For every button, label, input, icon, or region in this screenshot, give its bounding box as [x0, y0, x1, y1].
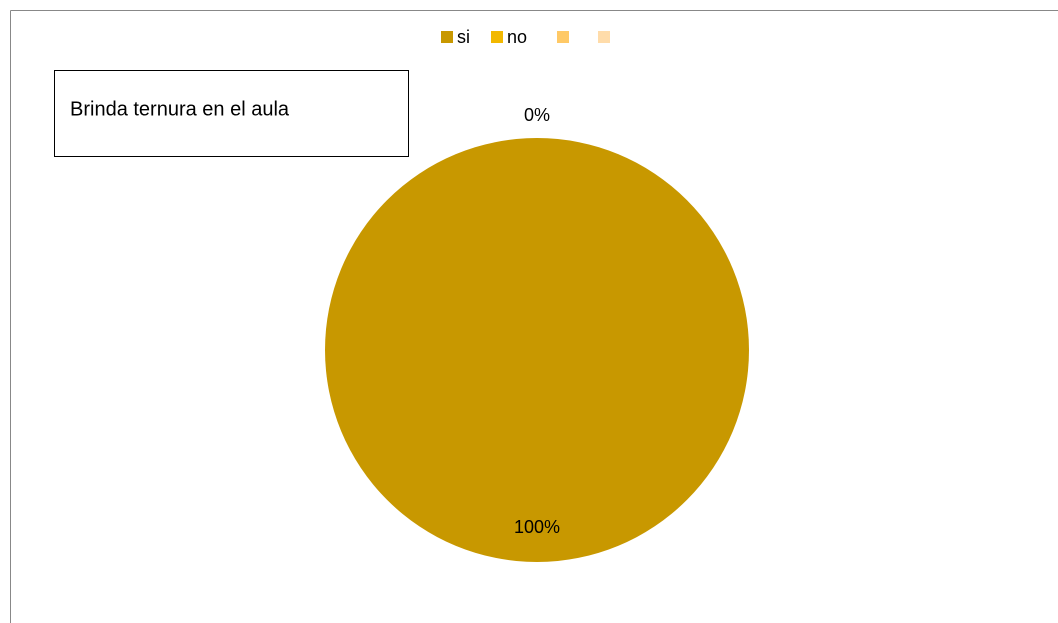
legend-swatch — [491, 31, 503, 43]
legend-label: si — [457, 27, 470, 47]
data-label: 0% — [524, 105, 550, 125]
title-box — [54, 70, 409, 157]
chart-title: Brinda ternura en el aula — [70, 98, 290, 120]
legend-swatch — [441, 31, 453, 43]
legend-swatch — [557, 31, 569, 43]
legend-label: no — [507, 27, 527, 47]
pie-slice — [325, 138, 749, 562]
legend-swatch — [598, 31, 610, 43]
data-label: 100% — [514, 517, 560, 537]
